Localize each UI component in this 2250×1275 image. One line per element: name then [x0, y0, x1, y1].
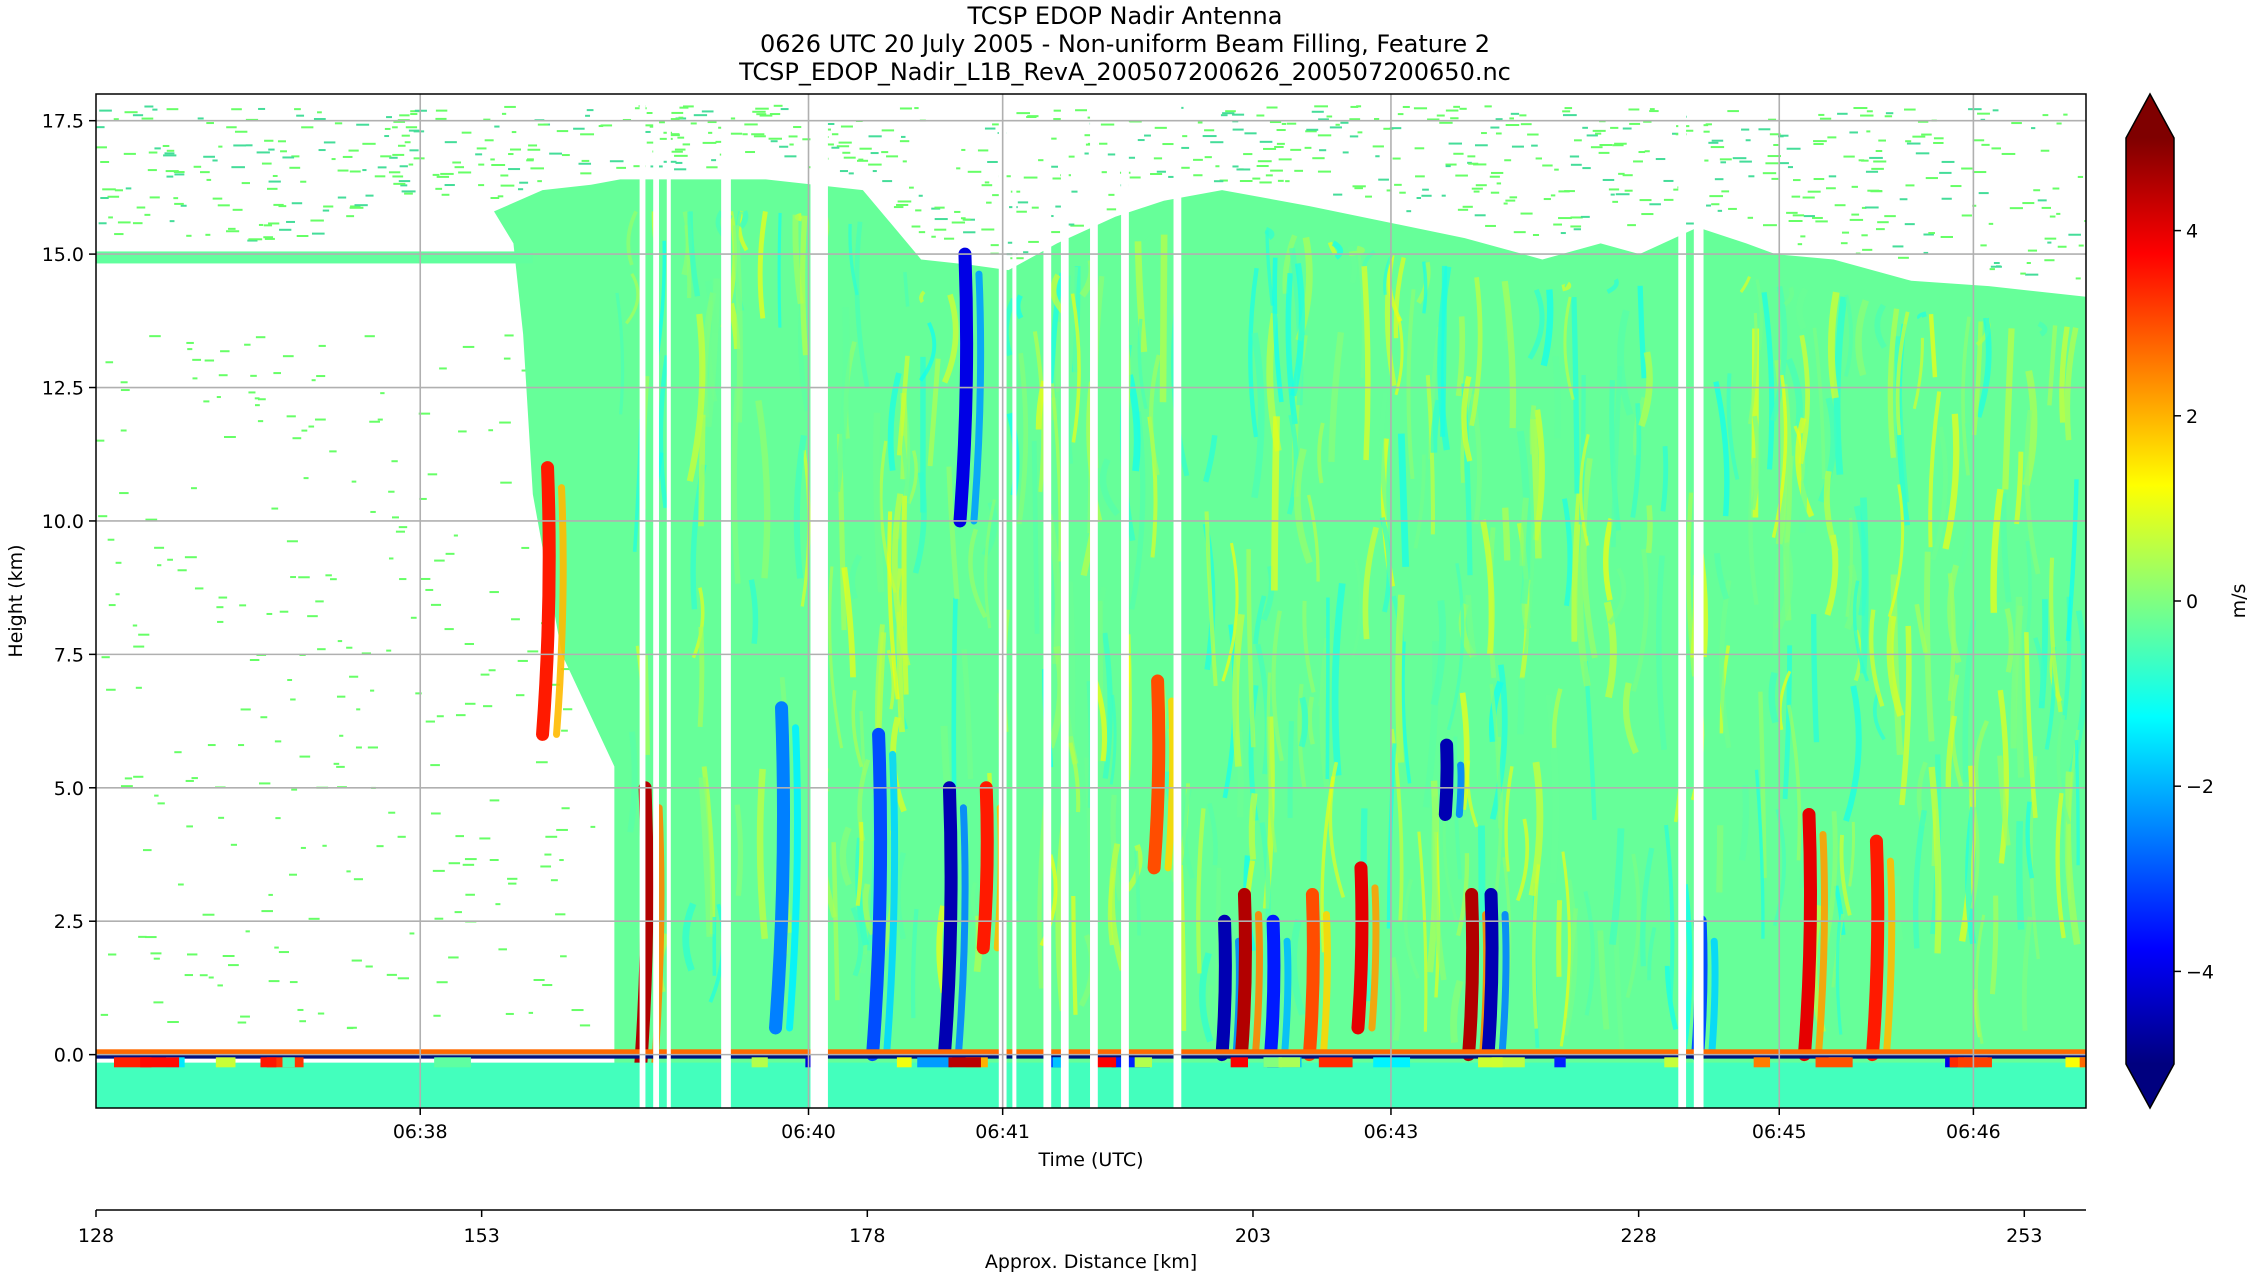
x-tick-label: 06:40: [781, 1121, 836, 1143]
colorbar-tick-label: 2: [2186, 406, 2198, 428]
grid: [96, 94, 2086, 1108]
x-tick-label: 06:38: [393, 1121, 448, 1143]
chart-filename: TCSP_EDOP_Nadir_L1B_RevA_200507200626_20…: [739, 58, 1511, 86]
y-tick-label: 5.0: [54, 778, 84, 800]
colorbar: 4 2 0 −2 −4: [2125, 92, 2214, 1110]
chart-title: TCSP EDOP Nadir Antenna: [967, 2, 1283, 30]
distance-tick-label: 253: [2006, 1225, 2042, 1247]
distance-tick-label: 228: [1621, 1225, 1657, 1247]
y-tick-label: 12.5: [42, 378, 84, 400]
distance-axis-label: Approx. Distance [km]: [985, 1251, 1197, 1273]
distance-axis: 128 153 178 203 228 253: [78, 1209, 2086, 1247]
colorbar-gradient: [2126, 138, 2174, 1064]
velocity-field: [96, 94, 2086, 1108]
chart-subtitle: 0626 UTC 20 July 2005 - Non-uniform Beam…: [759, 30, 1491, 58]
x-tick-label: 06:45: [1752, 1121, 1807, 1143]
y-axis: 0.0 2.5 5.0 7.5 10.0 12.5 15.0 17.5: [42, 111, 96, 1067]
y-tick-label: 10.0: [42, 511, 84, 533]
colorbar-tick-label: −2: [2186, 776, 2214, 798]
colorbar-extend-min: [2126, 1064, 2174, 1108]
plot-frame: [95, 93, 2087, 1109]
x-tick-label: 06:41: [975, 1121, 1030, 1143]
y-axis-label: Height (km): [5, 544, 27, 657]
x-axis: 06:38 06:40 06:41 06:43 06:45 06:46: [393, 1108, 2001, 1143]
y-tick-label: 0.0: [54, 1045, 84, 1067]
colorbar-label: m/s: [2228, 584, 2250, 619]
distance-tick-label: 178: [849, 1225, 885, 1247]
distance-tick-label: 153: [464, 1225, 500, 1247]
y-tick-label: 7.5: [54, 644, 84, 666]
colorbar-outline: [2125, 92, 2175, 1110]
x-axis-label: Time (UTC): [1037, 1149, 1143, 1171]
y-tick-label: 2.5: [54, 911, 84, 933]
distance-tick-label: 128: [78, 1225, 114, 1247]
y-tick-label: 17.5: [42, 111, 84, 133]
y-tick-label: 15.0: [42, 244, 84, 266]
colorbar-tick-label: 0: [2186, 591, 2198, 613]
distance-tick-label: 203: [1235, 1225, 1271, 1247]
x-tick-label: 06:43: [1364, 1121, 1419, 1143]
x-tick-label: 06:46: [1946, 1121, 2001, 1143]
colorbar-tick-label: −4: [2186, 961, 2214, 983]
colorbar-tick-label: 4: [2186, 221, 2198, 243]
colorbar-extend-max: [2126, 94, 2174, 138]
